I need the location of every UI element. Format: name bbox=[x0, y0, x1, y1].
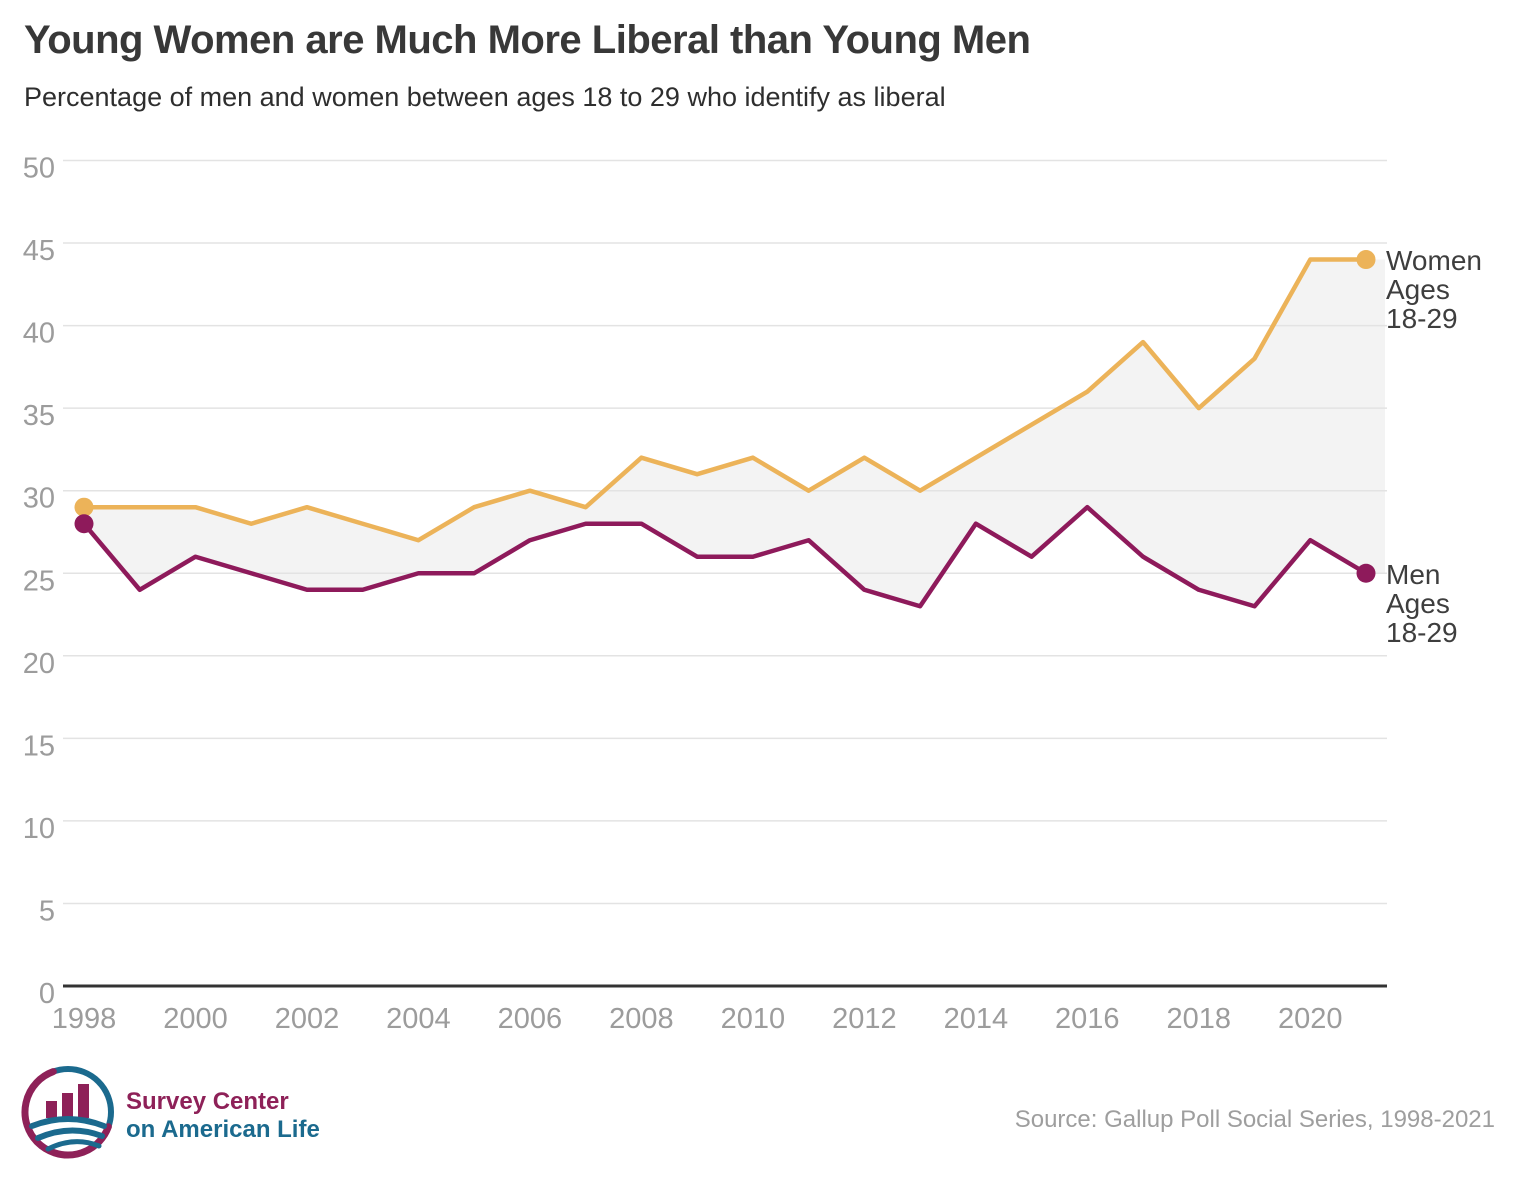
area-between-lines bbox=[84, 259, 1385, 607]
x-axis-tick-label: 2000 bbox=[163, 1003, 228, 1035]
y-axis-tick-label: 20 bbox=[23, 648, 55, 680]
men-start-dot bbox=[74, 514, 94, 534]
x-axis-tick-label: 2004 bbox=[386, 1003, 451, 1035]
y-axis-tick-label: 45 bbox=[23, 235, 55, 267]
x-axis-tick-label: 2014 bbox=[944, 1003, 1009, 1035]
x-axis-tick-label: 2012 bbox=[832, 1003, 897, 1035]
logo-wordmark-line1: Survey Center bbox=[126, 1088, 289, 1115]
women-line bbox=[81, 257, 1369, 543]
women-series-label: Women Ages 18-29 bbox=[1386, 245, 1482, 334]
x-axis-tick-label: 2010 bbox=[721, 1003, 786, 1035]
x-axis-tick-label: 2002 bbox=[275, 1003, 340, 1035]
x-axis-tick-label: 2006 bbox=[498, 1003, 563, 1035]
y-axis-tick-label: 30 bbox=[23, 483, 55, 515]
logo-wordmark: Survey Center on American Life bbox=[126, 1088, 320, 1144]
x-axis-tick-label: 1998 bbox=[52, 1003, 117, 1035]
logo-field-icon bbox=[29, 1116, 107, 1152]
y-axis-tick-label: 50 bbox=[23, 153, 55, 185]
chart-title: Young Women are Much More Liberal than Y… bbox=[24, 18, 1031, 62]
source-attribution: Source: Gallup Poll Social Series, 1998-… bbox=[1014, 1106, 1495, 1133]
men-end-dot bbox=[1356, 563, 1376, 583]
logo-bars-icon bbox=[46, 1084, 89, 1118]
y-axis-tick-label: 0 bbox=[39, 978, 55, 1010]
y-axis-tick-label: 5 bbox=[39, 895, 55, 927]
chart-subtitle: Percentage of men and women between ages… bbox=[24, 82, 946, 112]
women-start-dot bbox=[74, 497, 94, 517]
y-axis-tick-label: 25 bbox=[23, 565, 55, 597]
x-axis-tick-label: 2020 bbox=[1278, 1003, 1343, 1035]
x-axis-tick-label: 2016 bbox=[1055, 1003, 1120, 1035]
logo-wordmark-line2: on American Life bbox=[126, 1116, 320, 1143]
survey-center-logo bbox=[21, 1066, 114, 1159]
women-end-dot bbox=[1356, 250, 1376, 270]
men-series-label: Men Ages 18-29 bbox=[1386, 559, 1458, 648]
y-axis-tick-label: 15 bbox=[23, 730, 55, 762]
men-line bbox=[81, 504, 1369, 609]
y-axis-tick-label: 35 bbox=[23, 400, 55, 432]
x-axis-tick-label: 2008 bbox=[609, 1003, 674, 1035]
y-axis-tick-label: 40 bbox=[23, 318, 55, 350]
y-axis-tick-label: 10 bbox=[23, 813, 55, 845]
x-axis-tick-label: 2018 bbox=[1167, 1003, 1232, 1035]
